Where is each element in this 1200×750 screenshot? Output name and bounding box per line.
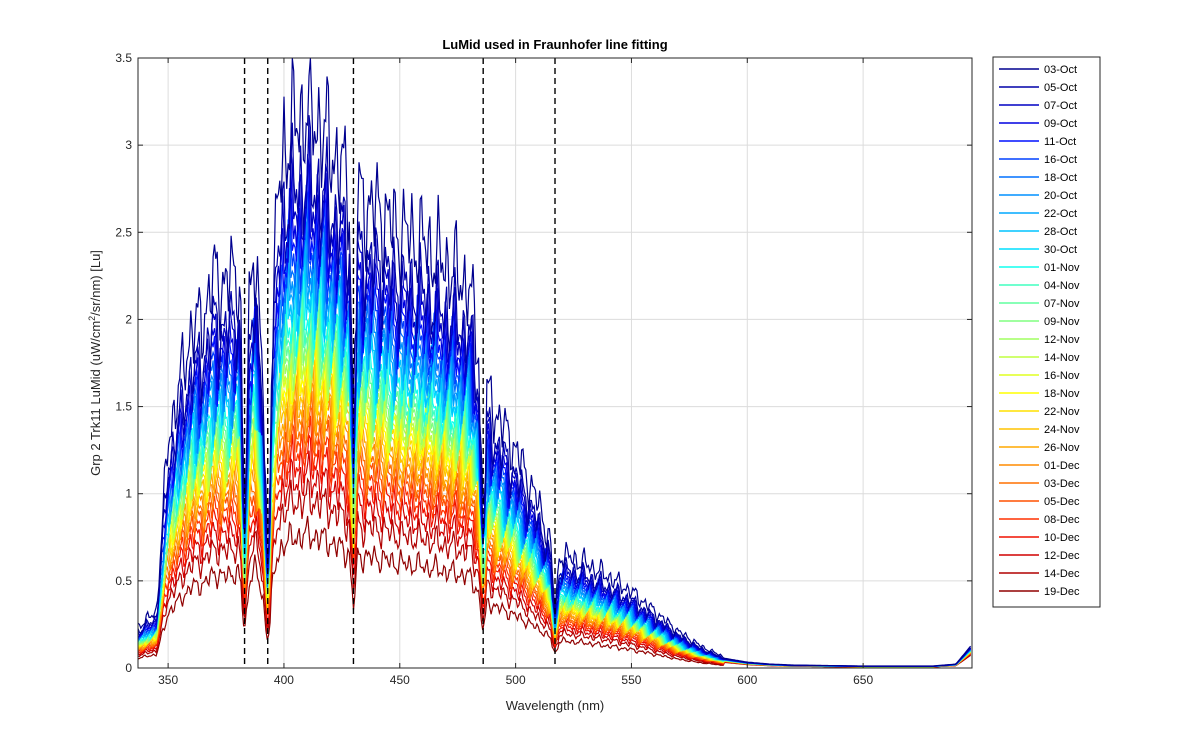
plot-frame [137,57,973,669]
legend-entry-label: 05-Dec [1044,496,1080,508]
legend-entry-label: 09-Nov [1044,316,1080,328]
legend-entry-label: 05-Oct [1044,82,1077,94]
legend-entry-label: 18-Oct [1044,172,1077,184]
y-tick-label: 3 [125,138,132,152]
x-tick-label: 500 [506,673,526,687]
x-axis-label: Wavelength (nm) [506,698,605,713]
legend-entry-label: 07-Oct [1044,100,1077,112]
fraunhofer-lines [243,58,556,668]
legend-entry-label: 03-Dec [1044,478,1080,490]
y-axis-label-part: Grp 2 Trk11 LuMid (uW/cm [88,321,103,476]
x-tick-label: 350 [158,673,178,687]
legend-entry-label: 30-Oct [1044,244,1077,256]
legend-entry-label: 10-Dec [1044,532,1080,544]
y-tick-label: 0.5 [115,574,132,588]
legend-entry-label: 04-Nov [1044,280,1080,292]
y-tick-label: 2.5 [115,225,132,239]
legend-entry-label: 28-Oct [1044,226,1077,238]
legend-entry-label: 01-Dec [1044,460,1080,472]
legend-entry-label: 14-Nov [1044,352,1080,364]
legend-entry-label: 07-Nov [1044,298,1080,310]
x-tick-label: 600 [737,673,757,687]
y-axis-label-part: /sr/nm) [Lu] [88,250,103,316]
legend-entry-label: 16-Nov [1044,370,1080,382]
legend-entry-label: 14-Dec [1044,568,1080,580]
legend-entry-label: 11-Oct [1044,136,1076,148]
legend-box [992,56,1101,608]
legend-entry-label: 12-Nov [1044,334,1080,346]
y-tick-label: 1 [125,487,132,501]
x-tick-label: 450 [390,673,410,687]
y-tick-label: 3.5 [115,51,132,65]
axis-ticks: 350 400 450 500 550 600 650 0 0.5 1 1.5 2 2.5 3 3.5 [115,51,972,687]
y-axis-label-superscript: 2 [87,316,97,321]
legend-entry-label: 26-Nov [1044,442,1080,454]
legend-entry-label: 08-Dec [1044,514,1080,526]
x-tick-label: 650 [853,673,873,687]
legend-entry-label: 20-Oct [1044,190,1077,202]
y-tick-label: 0 [125,661,132,675]
legend: 03-Oct 05-Oct 07-Oct 09-Oct 11-Oct 16-Oct 18-O… [992,56,1101,608]
legend-entry-label: 12-Dec [1044,550,1080,562]
legend-entry-label: 24-Nov [1044,424,1080,436]
legend-entry-label: 01-Nov [1044,262,1080,274]
legend-entry-label: 18-Nov [1044,388,1080,400]
chart-title: LuMid used in Fraunhofer line fitting [442,37,667,52]
legend-entry-label: 22-Oct [1044,208,1077,220]
legend-entry-label: 03-Oct [1044,64,1077,76]
y-axis-label: Grp 2 Trk11 LuMid (uW/cm2/sr/nm) [Lu] [87,250,103,476]
legend-entry-label: 09-Oct [1044,118,1077,130]
legend-entry-label: 22-Nov [1044,406,1080,418]
x-tick-label: 400 [274,673,294,687]
x-tick-label: 550 [621,673,641,687]
legend-entry-label: 19-Dec [1044,586,1080,598]
y-tick-label: 1.5 [115,400,132,414]
y-tick-label: 2 [125,312,132,326]
legend-entry-label: 16-Oct [1044,154,1077,166]
